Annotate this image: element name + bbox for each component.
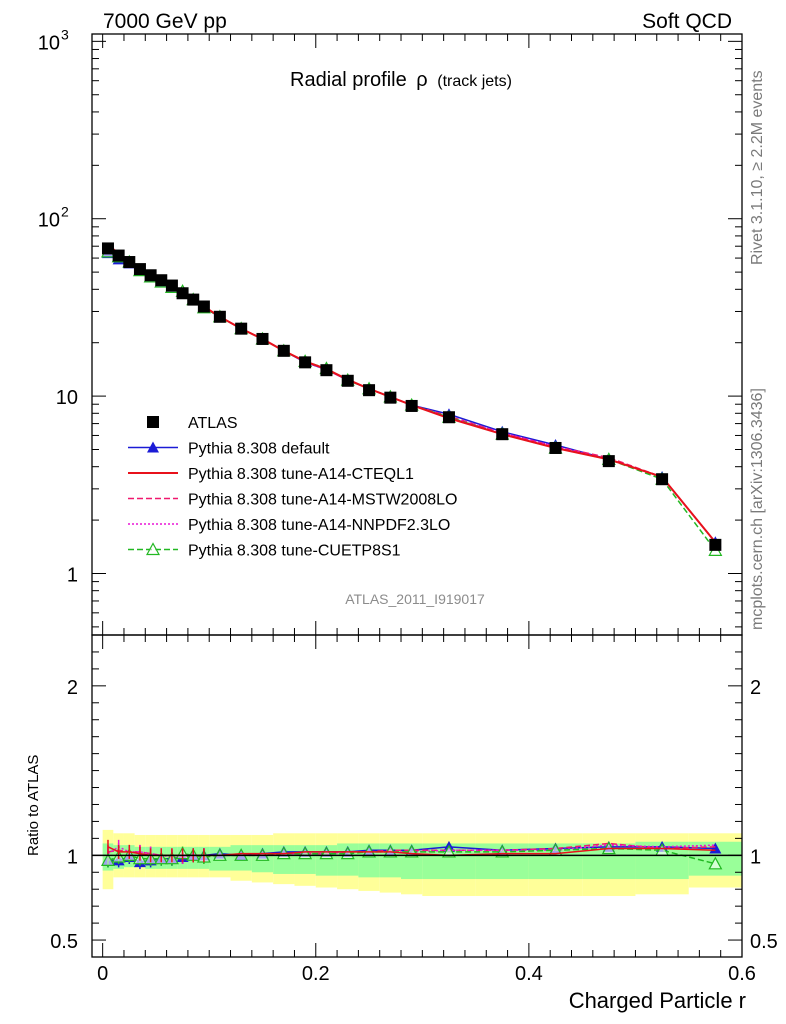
legend-entry-default: Pythia 8.308 default [128,441,330,458]
marker-atlas [277,344,290,357]
legend-entry-atlas: ATLAS [147,415,238,432]
legend-marker-atlas [147,416,159,428]
marker-atlas [213,310,226,323]
marker-atlas [442,411,455,424]
rivet-label: Rivet 3.1.10, ≥ 2.2M events [749,70,766,265]
legend-label-nnpdf: Pythia 8.308 tune-A14-NNPDF2.3LO [188,517,450,534]
analysis-label: ATLAS_2011_I919017 [345,591,485,607]
legend-label-default: Pythia 8.308 default [188,441,330,458]
ratio-marker-cuetp8s1 [708,856,723,870]
band-inner [315,845,338,876]
legend: ATLAS Pythia 8.308 default Pythia 8.308 tu… [128,415,457,560]
legend-label-cuetp8s1: Pythia 8.308 tune-CUETP8S1 [188,543,401,560]
ratio-tick-label-right: 0.5 [750,931,778,953]
y-tick-label-exponent: 3 [61,26,69,42]
marker-atlas [112,249,125,262]
legend-label-mstw: Pythia 8.308 tune-A14-MSTW2008LO [188,492,457,509]
main-title: Radial profile ρ (track jets) [290,69,512,91]
main-title-text: Radial profile [290,69,407,91]
header-right: Soft QCD [642,10,732,33]
ratio-plot: 0 0.2 0.4 0.6 2 2 1 1 0.5 0.5 [50,621,778,985]
marker-atlas [155,274,168,287]
marker-atlas [123,256,136,269]
ratio-tick-label-right: 1 [750,846,761,868]
legend-label-cteql1: Pythia 8.308 tune-A14-CTEQL1 [188,466,414,483]
marker-atlas [320,364,333,377]
main-title-suffix: (track jets) [437,73,512,90]
x-tick-label: 0 [97,963,108,985]
ratio-marker-cuetp8s1 [441,844,456,858]
marker-atlas [165,279,178,292]
y-tick-label-exponent: 2 [61,204,69,220]
marker-atlas [496,428,509,441]
y-tick-label: 10 [38,32,60,54]
legend-entry-cteql1: Pythia 8.308 tune-A14-CTEQL1 [128,466,414,483]
x-tick-label: 0.2 [302,963,330,985]
marker-atlas [256,332,269,345]
x-tick-label: 0.6 [728,963,756,985]
legend-entry-cuetp8s1: Pythia 8.308 tune-CUETP8S1 [128,542,401,560]
marker-atlas [299,356,312,369]
x-tick-label: 0.4 [515,963,543,985]
legend-marker-default [147,441,159,453]
marker-atlas [101,242,114,255]
marker-atlas [602,455,615,468]
marker-atlas [363,384,376,397]
legend-marker-cuetp8s1 [145,542,161,556]
y-tick-label: 1 [67,564,78,586]
marker-atlas [709,538,722,551]
ratio-tick-label-right: 2 [750,677,761,699]
ratio-y-axis-label: Ratio to ATLAS [25,755,42,856]
marker-atlas [405,399,418,412]
x-axis-label: Charged Particle r [569,988,746,1013]
marker-atlas [197,300,210,313]
marker-atlas [187,293,200,306]
y-tick-label: 10 [38,210,60,232]
legend-label-atlas: ATLAS [188,415,238,432]
marker-atlas [133,263,146,276]
main-title-symbol: ρ [416,69,427,91]
ratio-tick-label-left: 0.5 [50,931,78,953]
ratio-tick-label-left: 2 [67,677,78,699]
marker-atlas [144,269,157,282]
legend-entry-nnpdf: Pythia 8.308 tune-A14-NNPDF2.3LO [128,517,450,534]
header-left: 7000 GeV pp [103,10,227,33]
marker-atlas [384,391,397,404]
source-label: mcplots.cern.ch [arXiv:1306.3436] [749,388,766,630]
ratio-frame [91,634,743,958]
marker-atlas [176,287,189,300]
marker-atlas [656,473,669,486]
ratio-tick-label-left: 1 [67,846,78,868]
marker-atlas [235,322,248,335]
marker-atlas [549,441,562,454]
legend-entry-mstw: Pythia 8.308 tune-A14-MSTW2008LO [128,492,457,509]
y-tick-label: 10 [56,387,78,409]
marker-atlas [341,374,354,387]
ratio-marker-cuetp8s1 [100,853,115,867]
